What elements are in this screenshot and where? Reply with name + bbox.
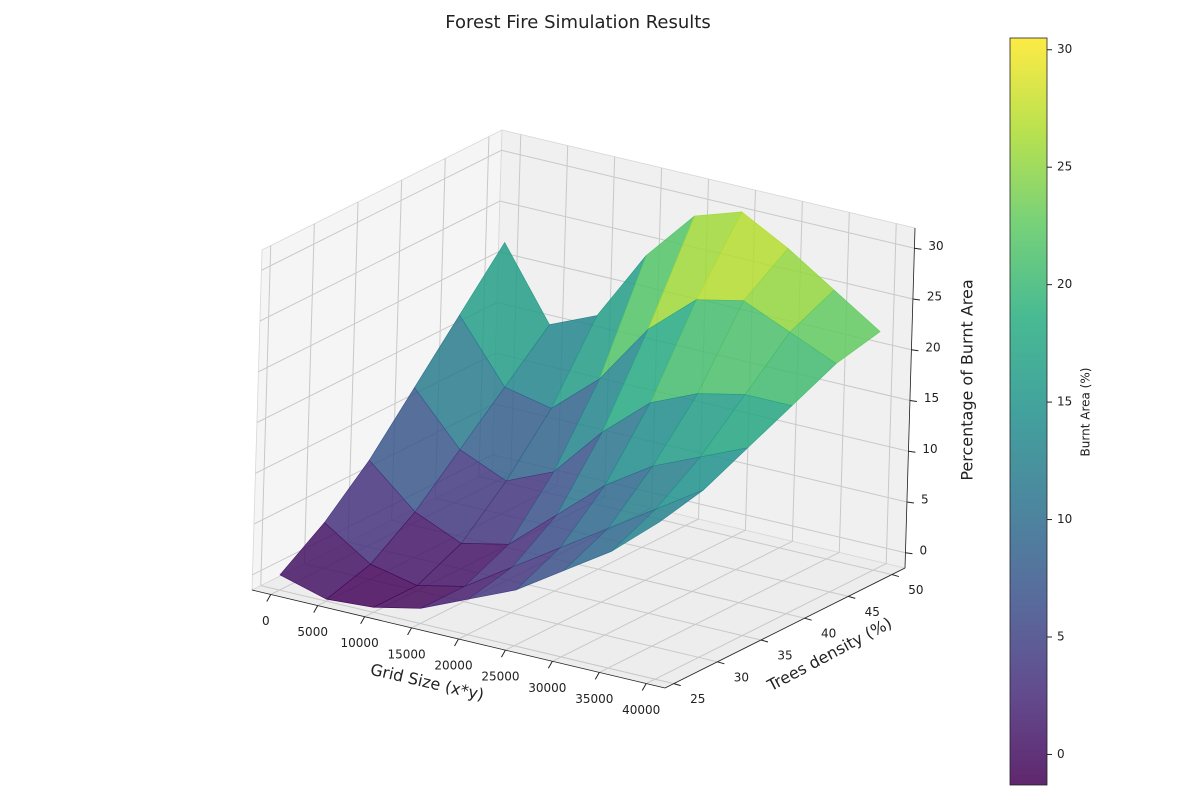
x-axis-line (251, 589, 666, 689)
grid-line (885, 223, 897, 564)
z-tick-label: 30 (928, 239, 943, 253)
grid-line (260, 585, 674, 685)
z-axis-label: Percentage of Burnt Area (958, 279, 977, 480)
grid-line (599, 551, 840, 673)
grid-line (501, 149, 915, 249)
x-tick-label: 0 (262, 614, 270, 628)
x-tick-label: 10000 (341, 636, 379, 650)
z-tick-label: 15 (924, 391, 939, 405)
grid-line (646, 563, 887, 684)
colorbar-tick-label: 25 (1057, 160, 1072, 174)
x-tick-label: 40000 (622, 703, 660, 717)
y-tick-label: 25 (690, 692, 705, 706)
z-axis-line (904, 227, 916, 569)
x-tick (313, 605, 319, 613)
z-tick (914, 247, 922, 250)
chart-title: Forest Fire Simulation Results (445, 12, 710, 33)
y-tick-label: 30 (734, 670, 749, 684)
y-tick (848, 595, 856, 599)
grid-line (838, 212, 850, 553)
x-tick-label: 20000 (434, 659, 472, 673)
colorbar-tick-label: 20 (1057, 277, 1072, 291)
grid-line (347, 201, 359, 543)
z-tick (909, 400, 917, 403)
x-tick-label: 35000 (575, 692, 613, 706)
surface-patch (611, 489, 704, 552)
z-tick (911, 349, 919, 352)
x-tick (547, 661, 553, 669)
x-tick (266, 594, 272, 602)
z-tick (912, 298, 920, 301)
z-tick-label: 0 (919, 543, 927, 557)
colorbar-tick-label: 5 (1057, 630, 1065, 644)
x-tick-label: 5000 (297, 625, 328, 639)
y-axis-line (664, 567, 906, 689)
grid-line (458, 518, 699, 640)
z-tick (905, 552, 913, 555)
colorbar-tick-label: 0 (1057, 747, 1065, 761)
x-tick (360, 616, 366, 624)
z-tick-label: 25 (927, 290, 942, 304)
colorbar-label: Burnt Area (%) (1079, 368, 1093, 457)
grid-line (552, 540, 793, 662)
y-tick (804, 617, 812, 621)
grid-line (260, 245, 272, 586)
x-tick (594, 672, 600, 680)
y-tick-label: 45 (865, 605, 880, 619)
z-tick-label: 10 (922, 442, 937, 456)
grid-line (303, 223, 315, 564)
x-tick (454, 638, 459, 647)
y-tick-label: 35 (777, 649, 792, 663)
y-tick (717, 661, 725, 665)
z-tick-label: 20 (925, 340, 940, 354)
colorbar-tick-label: 10 (1057, 512, 1072, 526)
y-tick-label: 40 (821, 627, 836, 641)
z-tick (908, 450, 916, 453)
x-tick (407, 627, 413, 636)
z-tick-label: 5 (921, 493, 929, 507)
y-tick-label: 50 (908, 583, 923, 597)
grid-line (259, 200, 501, 322)
z-tick (906, 501, 915, 504)
x-tick-label: 30000 (528, 681, 566, 695)
colorbar (1009, 37, 1048, 786)
grid-line (505, 529, 746, 651)
colorbar-tick-label: 15 (1057, 395, 1072, 409)
y-tick (673, 683, 681, 687)
x-tick (641, 683, 647, 691)
grid-line (258, 251, 499, 373)
x-tick (500, 649, 506, 658)
y-tick (760, 639, 769, 643)
grid-line (261, 149, 502, 271)
y-tick (891, 574, 900, 578)
x-tick-label: 15000 (387, 647, 425, 661)
colorbar-tick-label: 30 (1057, 42, 1072, 56)
x-tick-label: 25000 (481, 670, 519, 684)
